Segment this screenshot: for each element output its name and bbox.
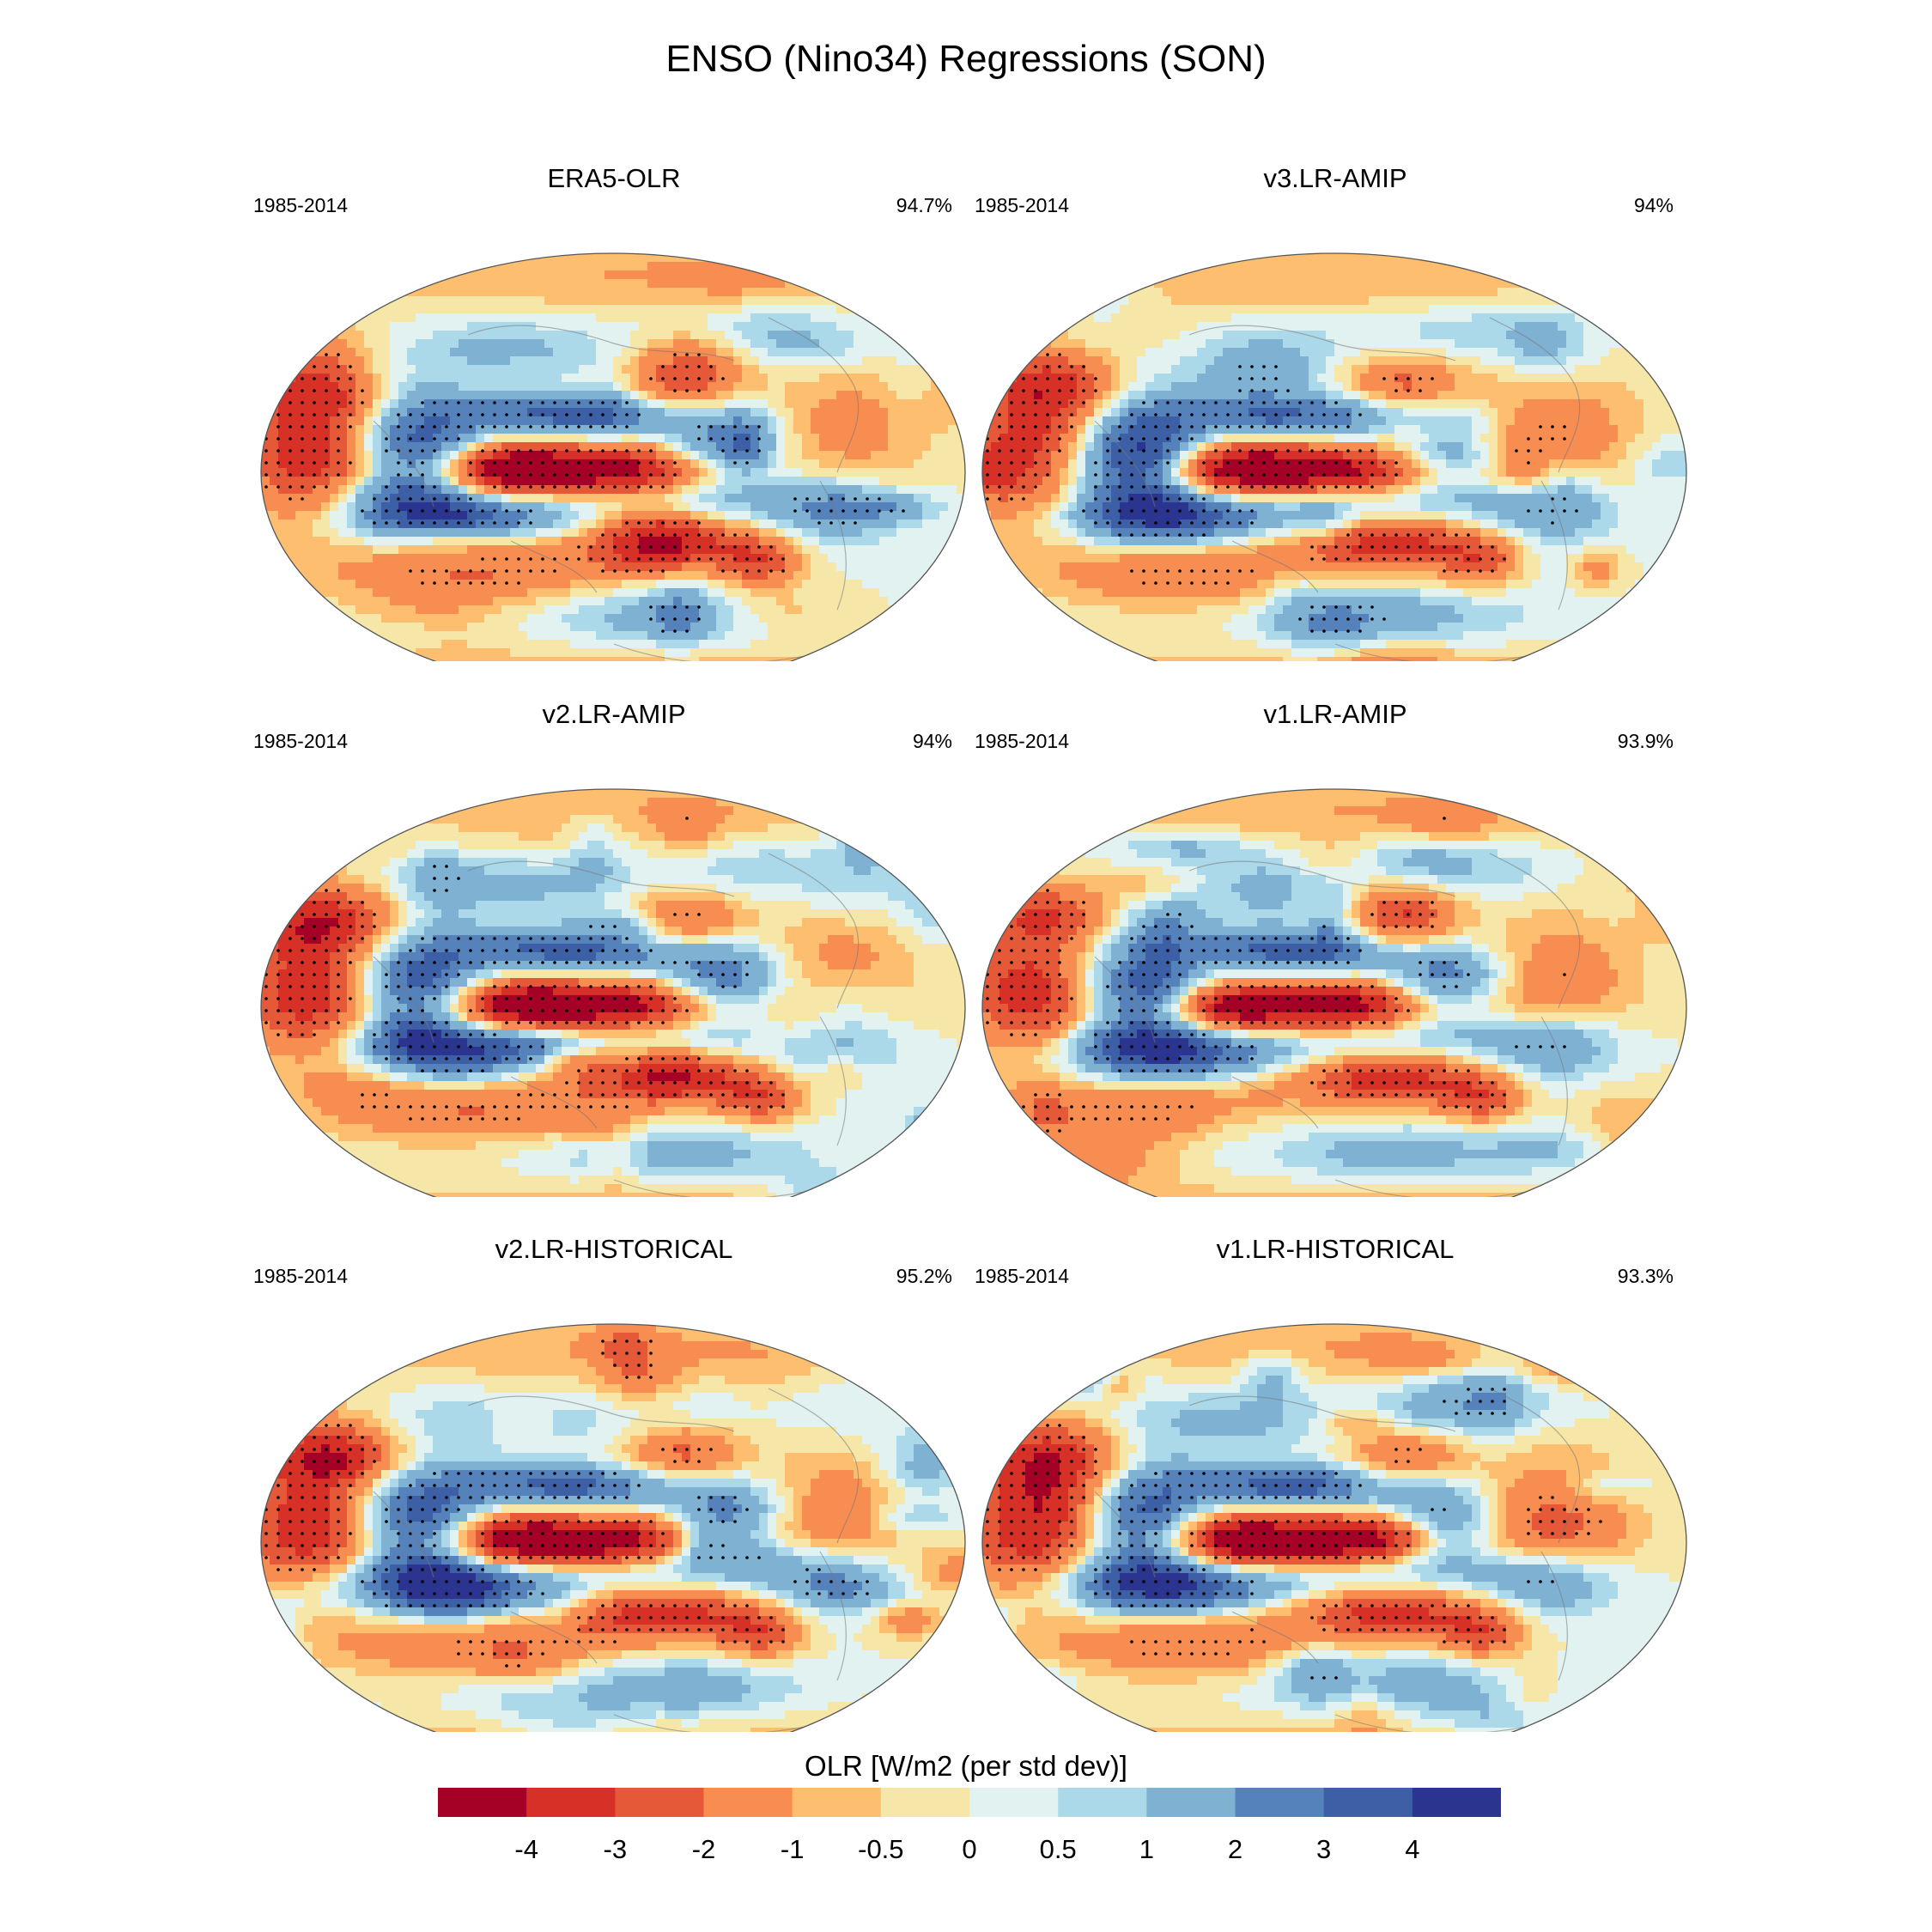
colorbar-tick-label: 4 xyxy=(1405,1834,1419,1865)
olr-field xyxy=(982,1324,1686,1732)
colorbar-swatch xyxy=(703,1788,793,1817)
colorbar-tick-label: -0.5 xyxy=(858,1834,903,1865)
panel-period: 1985-2014 xyxy=(253,730,348,753)
colorbar-swatch xyxy=(1146,1788,1236,1817)
significance-stippling xyxy=(986,817,1566,1133)
olr-field xyxy=(982,253,1686,661)
panel-title: v2.LR-HISTORICAL xyxy=(253,1234,975,1265)
colorbar xyxy=(438,1788,1501,1817)
coastlines xyxy=(373,1388,860,1732)
colorbar-swatch xyxy=(1412,1788,1501,1817)
significance-stippling xyxy=(264,1340,869,1668)
panel-percentage: 93.3% xyxy=(1618,1265,1674,1288)
map-panel-v1-amip: v1.LR-AMIP 1985-2014 93.9% xyxy=(975,699,1696,1197)
world-map xyxy=(981,788,1687,1197)
panel-percentage: 94% xyxy=(913,730,952,753)
panel-period: 1985-2014 xyxy=(253,1265,348,1288)
map-panel-v1-historical: v1.LR-HISTORICAL 1985-2014 93.3% xyxy=(975,1234,1696,1732)
figure-title: ENSO (Nino34) Regressions (SON) xyxy=(0,38,1932,81)
significance-stippling xyxy=(264,817,785,1121)
colorbar-label: OLR [W/m2 (per std dev)] xyxy=(0,1750,1932,1783)
map-border xyxy=(981,252,1687,661)
colorbar-swatch xyxy=(969,1788,1059,1817)
panel-title: v2.LR-AMIP xyxy=(253,699,975,730)
map-border xyxy=(260,788,966,1197)
colorbar-swatch xyxy=(438,1788,527,1817)
significance-stippling xyxy=(986,353,1578,633)
map-panel-v2-amip: v2.LR-AMIP 1985-2014 94% xyxy=(253,699,975,1197)
olr-field xyxy=(982,789,1686,1197)
coastlines xyxy=(1094,1388,1581,1732)
panel-percentage: 95.2% xyxy=(896,1265,952,1288)
panel-percentage: 94.7% xyxy=(896,194,952,217)
panel-title: ERA5-OLR xyxy=(253,163,975,194)
world-map xyxy=(260,788,966,1197)
colorbar-swatch xyxy=(1323,1788,1413,1817)
colorbar-tick-label: -3 xyxy=(604,1834,628,1865)
olr-field xyxy=(261,253,965,661)
olr-field xyxy=(261,789,965,1197)
colorbar-tick-label: 0.5 xyxy=(1040,1834,1077,1865)
panel-title: v1.LR-AMIP xyxy=(975,699,1696,730)
colorbar-tick-label: 2 xyxy=(1228,1834,1242,1865)
world-map xyxy=(981,252,1687,661)
colorbar-tick-label: -1 xyxy=(781,1834,805,1865)
map-border xyxy=(981,788,1687,1197)
colorbar-tick-label: 0 xyxy=(962,1834,976,1865)
map-border xyxy=(981,1323,1687,1732)
map-panel-v3-amip: v3.LR-AMIP 1985-2014 94% xyxy=(975,163,1696,661)
colorbar-swatch xyxy=(1235,1788,1325,1817)
coastlines xyxy=(373,853,860,1197)
colorbar-swatch xyxy=(1058,1788,1147,1817)
world-map xyxy=(260,252,966,661)
world-map xyxy=(981,1323,1687,1732)
coastlines xyxy=(373,317,860,661)
map-border xyxy=(260,252,966,661)
panel-period: 1985-2014 xyxy=(975,1265,1069,1288)
colorbar-swatch xyxy=(792,1788,882,1817)
panel-percentage: 93.9% xyxy=(1618,730,1674,753)
colorbar-swatch xyxy=(615,1788,705,1817)
colorbar-tick-label: -4 xyxy=(514,1834,538,1865)
panel-title: v3.LR-AMIP xyxy=(975,163,1696,194)
olr-field xyxy=(261,1324,965,1732)
map-border xyxy=(260,1323,966,1732)
panel-period: 1985-2014 xyxy=(975,730,1069,753)
panel-title: v1.LR-HISTORICAL xyxy=(975,1234,1696,1265)
world-map xyxy=(260,1323,966,1732)
colorbar-swatch xyxy=(880,1788,970,1817)
colorbar-tick-label: 3 xyxy=(1316,1834,1331,1865)
map-panel-era5: ERA5-OLR 1985-2014 94.7% xyxy=(253,163,975,661)
panel-percentage: 94% xyxy=(1634,194,1674,217)
map-panel-v2-historical: v2.LR-HISTORICAL 1985-2014 95.2% xyxy=(253,1234,975,1732)
colorbar-swatch xyxy=(526,1788,616,1817)
panel-period: 1985-2014 xyxy=(253,194,348,217)
panel-period: 1985-2014 xyxy=(975,194,1069,217)
colorbar-tick-label: -2 xyxy=(692,1834,716,1865)
coastlines xyxy=(1094,853,1581,1197)
coastlines xyxy=(1094,317,1581,661)
colorbar-tick-label: 1 xyxy=(1139,1834,1154,1865)
